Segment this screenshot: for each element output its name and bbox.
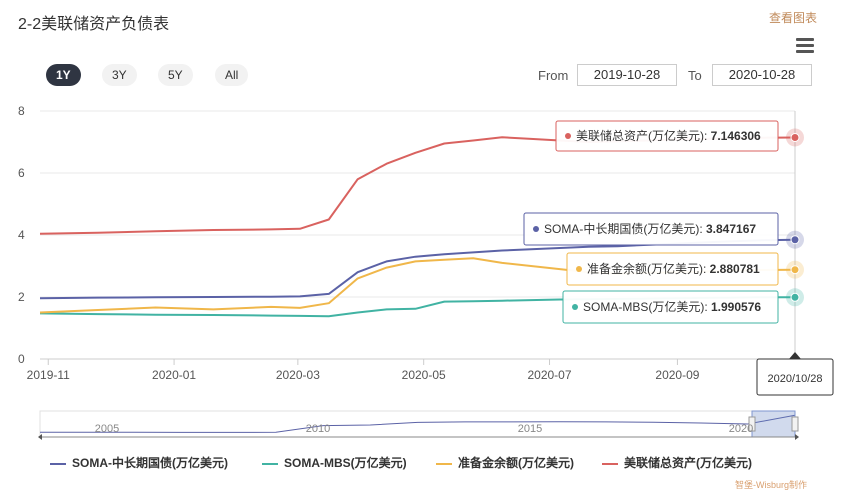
tooltip-text: 准备金余额(万亿美元): 2.880781: [587, 261, 760, 276]
data-point: [790, 235, 800, 245]
chart-title: 2-2美联储资产负债表: [18, 16, 170, 33]
navigator-left-arrow: [38, 434, 42, 440]
tooltip-value: 2.880781: [710, 262, 760, 276]
tooltip-dot: [533, 226, 539, 232]
to-label: To: [688, 68, 702, 83]
tooltip-value: 1.990576: [711, 300, 761, 314]
menu-icon[interactable]: [796, 38, 814, 54]
data-point: [790, 132, 800, 142]
tooltip-text: SOMA-MBS(万亿美元): 1.990576: [583, 299, 761, 314]
x-tick-label: 2019-11: [27, 368, 70, 382]
legend-swatch: [262, 462, 278, 465]
x-tick-label: 2020-05: [402, 368, 446, 382]
tooltip-label: SOMA-MBS(万亿美元):: [583, 299, 711, 314]
legend-swatch: [436, 462, 452, 465]
tooltip-box: [523, 212, 779, 246]
tooltip-label: 准备金余额(万亿美元):: [587, 261, 710, 276]
y-tick-label: 6: [18, 166, 25, 180]
tooltip-box: [555, 120, 779, 152]
x-tick-label: 2020-01: [152, 368, 196, 382]
legend-item-soma-treasury[interactable]: SOMA-中长期国债(万亿美元): [50, 454, 228, 471]
credit-text: 智堡-Wisburg制作: [734, 480, 807, 490]
y-tick-label: 8: [18, 104, 25, 118]
navigator-label: 2015: [518, 423, 542, 435]
legend-item-total-assets[interactable]: 美联储总资产(万亿美元): [602, 454, 752, 471]
data-point: [790, 292, 800, 302]
tooltip-label: 美联储总资产(万亿美元):: [576, 128, 711, 143]
legend-swatch: [50, 462, 66, 465]
legend-label: SOMA-中长期国债(万亿美元): [72, 456, 228, 470]
from-date-input[interactable]: [577, 64, 677, 86]
chart-canvas[interactable]: 0 2 4 6 8 2019-11 2020-01 2020-03 2020-05 2020-0…: [0, 0, 841, 450]
tooltip-box: [562, 290, 779, 324]
y-tick-label: 4: [18, 228, 25, 242]
range-button-all[interactable]: All: [215, 64, 249, 86]
view-chart-link[interactable]: 查看图表: [768, 11, 817, 25]
tooltip-text: 美联储总资产(万亿美元): 7.146306: [576, 128, 761, 143]
navigator-label: 2010: [306, 423, 330, 435]
tooltip-dot: [565, 133, 571, 139]
legend-swatch: [602, 462, 618, 465]
y-tick-label: 2: [18, 290, 25, 304]
navigator-label: 2020: [729, 423, 753, 435]
tooltip-value: 7.146306: [711, 129, 761, 143]
to-date-input[interactable]: [712, 64, 812, 86]
tooltip-dot: [572, 304, 578, 310]
x-tick-label: 2020-03: [276, 368, 320, 382]
y-tick-label: 0: [18, 352, 25, 366]
navigator-right-arrow: [795, 434, 799, 440]
crosshair-date-label: 2020/10/28: [767, 373, 822, 385]
navigator-handle-left: [748, 416, 756, 432]
legend-label: 美联储总资产(万亿美元): [624, 456, 752, 470]
legend-label: 准备金余额(万亿美元): [458, 456, 574, 470]
chart-legend: SOMA-中长期国债(万亿美元) SOMA-MBS(万亿美元) 准备金余额(万亿…: [0, 454, 841, 474]
legend-label: SOMA-MBS(万亿美元): [284, 456, 407, 470]
range-button-3y[interactable]: 3Y: [102, 64, 137, 86]
navigator-line: [40, 414, 796, 433]
x-tick-label: 2020-07: [527, 368, 571, 382]
data-point: [790, 265, 800, 275]
legend-item-reserves[interactable]: 准备金余额(万亿美元): [436, 454, 574, 471]
range-button-5y[interactable]: 5Y: [158, 64, 193, 86]
legend-item-soma-mbs[interactable]: SOMA-MBS(万亿美元): [262, 454, 407, 471]
navigator-selection: [751, 410, 796, 438]
crosshair-date-pointer: [789, 352, 801, 359]
tooltip-text: SOMA-中长期国债(万亿美元): 3.847167: [544, 221, 756, 236]
x-tick-label: 2020-09: [655, 368, 699, 382]
navigator-handle-right: [791, 416, 799, 432]
navigator-label: 2005: [95, 423, 119, 435]
tooltip-label: SOMA-中长期国债(万亿美元):: [544, 221, 706, 236]
tooltip-value: 3.847167: [706, 222, 756, 236]
navigator-frame: [39, 410, 796, 438]
range-button-1y[interactable]: 1Y: [46, 64, 81, 86]
tooltip-box: [566, 252, 779, 286]
tooltip-dot: [576, 266, 582, 272]
from-label: From: [538, 68, 569, 83]
